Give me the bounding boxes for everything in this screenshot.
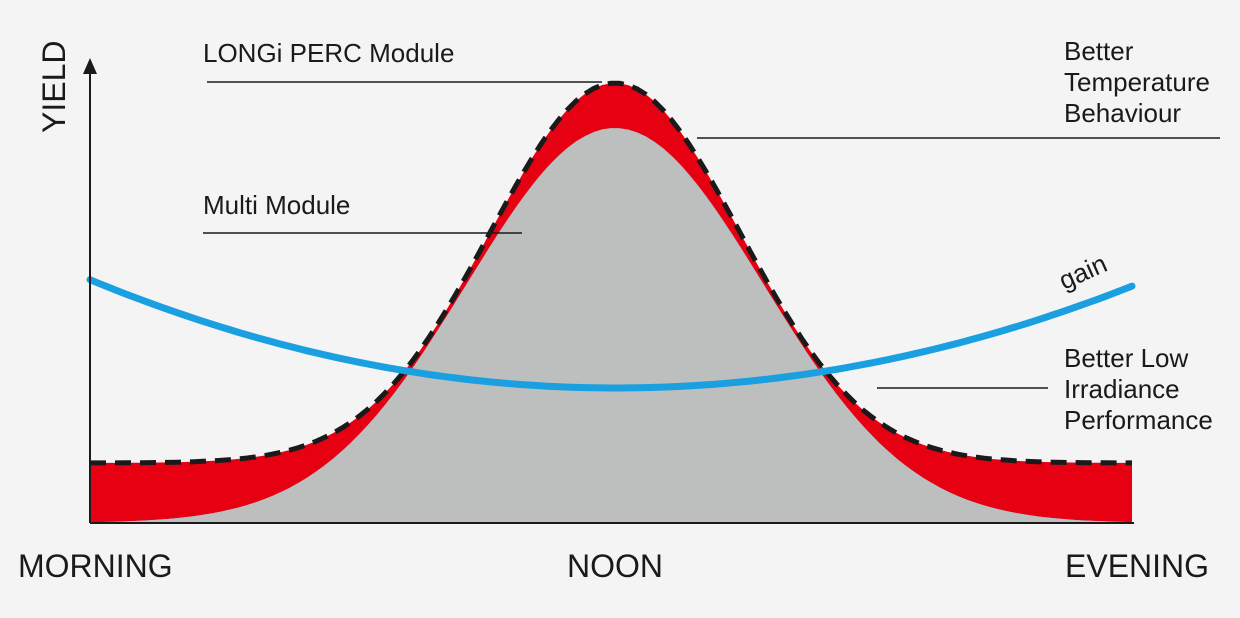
label-longi-perc: LONGi PERC Module: [203, 38, 454, 68]
multi-module-area: [90, 128, 1132, 523]
x-label-evening: EVENING: [1065, 548, 1209, 584]
label-low-irradiance-line: Irradiance: [1064, 374, 1180, 404]
label-temperature-line: Temperature: [1064, 67, 1210, 97]
label-temperature: Better Temperature Behaviour: [1064, 36, 1210, 128]
temperature-gain-area: [90, 83, 1132, 523]
axes: [83, 58, 1134, 524]
y-axis-label: YIELD: [36, 41, 72, 133]
longi-perc-dashed-curve: [90, 80, 1132, 466]
leader-lines: [203, 81, 1220, 389]
y-axis-arrow: [83, 58, 97, 74]
label-temperature-line: Behaviour: [1064, 98, 1181, 128]
x-label-noon: NOON: [567, 548, 663, 584]
x-label-morning: MORNING: [18, 548, 173, 584]
label-low-irradiance: Better Low Irradiance Performance: [1064, 343, 1213, 435]
label-low-irradiance-line: Performance: [1064, 405, 1213, 435]
gain-curve: [86, 276, 1136, 392]
label-temperature-line: Better: [1064, 36, 1134, 66]
label-multi-module: Multi Module: [203, 190, 350, 220]
label-low-irradiance-line: Better Low: [1064, 343, 1189, 373]
